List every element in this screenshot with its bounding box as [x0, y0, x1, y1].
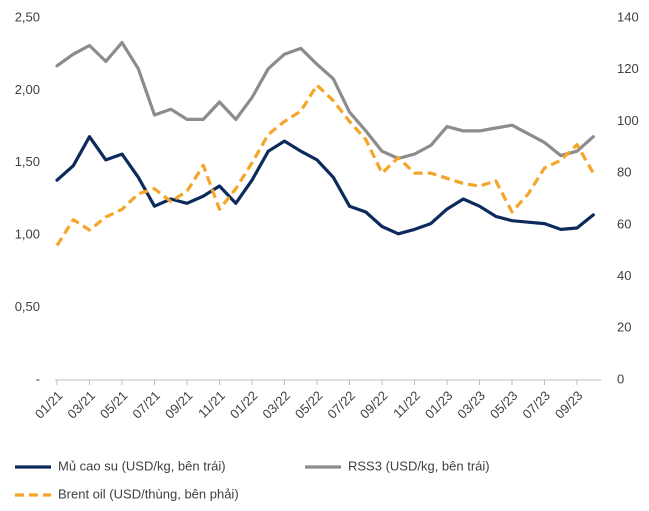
y2-tick-label: 100 — [617, 113, 639, 128]
series-line — [55, 41, 595, 161]
x-tick-label: 01/23 — [422, 388, 456, 422]
y2-tick-label: 0 — [617, 371, 624, 386]
legend-label: Brent oil (USD/thùng, bên phải) — [58, 486, 239, 501]
y2-tick-label: 20 — [617, 320, 631, 335]
y2-tick-label: 120 — [617, 61, 639, 76]
series-line — [55, 135, 595, 236]
x-tick-label: 05/21 — [97, 388, 131, 422]
x-tick-label: 03/23 — [454, 388, 488, 422]
y-tick-label: 1,50 — [15, 154, 40, 169]
x-tick-label: 05/22 — [292, 388, 326, 422]
y-tick-label: - — [36, 371, 40, 386]
x-tick-label: 09/21 — [162, 388, 196, 422]
y2-tick-label: 60 — [617, 216, 631, 231]
y-tick-label: 2,50 — [15, 9, 40, 24]
y-tick-label: 0,50 — [15, 299, 40, 314]
x-tick-label: 11/21 — [195, 388, 228, 421]
x-tick-label: 09/22 — [357, 388, 391, 422]
legend-label: Mủ cao su (USD/kg, bên trái) — [58, 458, 226, 473]
x-tick-label: 07/21 — [129, 388, 163, 422]
y2-tick-label: 80 — [617, 165, 631, 180]
x-tick-label: 03/21 — [64, 388, 98, 422]
x-tick-label: 11/22 — [390, 388, 423, 421]
y-tick-label: 1,00 — [15, 227, 40, 242]
x-tick-label: 09/23 — [552, 388, 586, 422]
x-tick-label: 03/22 — [259, 388, 293, 422]
y-tick-label: 2,00 — [15, 82, 40, 97]
x-tick-label: 05/23 — [487, 388, 521, 422]
x-tick-label: 07/23 — [519, 388, 553, 422]
series-line — [55, 83, 595, 247]
legend-label: RSS3 (USD/kg, bên trái) — [348, 458, 490, 473]
x-tick-label: 07/22 — [324, 388, 358, 422]
x-tick-label: 01/22 — [227, 388, 261, 422]
x-tick-label: 01/21 — [32, 388, 66, 422]
y2-tick-label: 140 — [617, 9, 639, 24]
y2-tick-label: 40 — [617, 268, 631, 283]
